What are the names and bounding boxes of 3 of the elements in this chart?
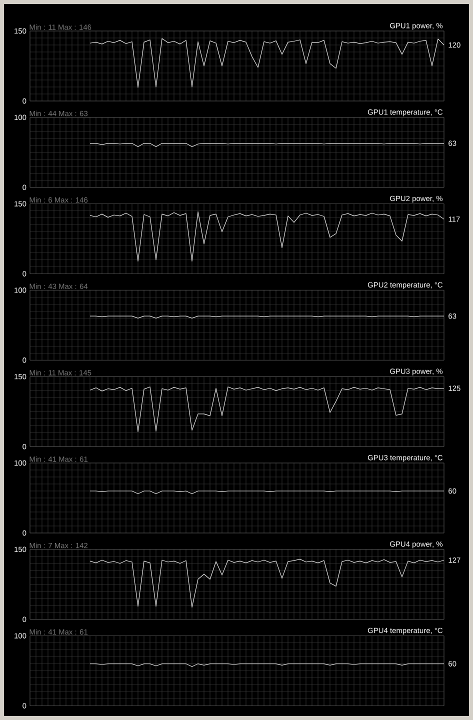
line-series — [90, 211, 444, 262]
line-series — [90, 38, 444, 88]
line-series — [90, 558, 444, 608]
